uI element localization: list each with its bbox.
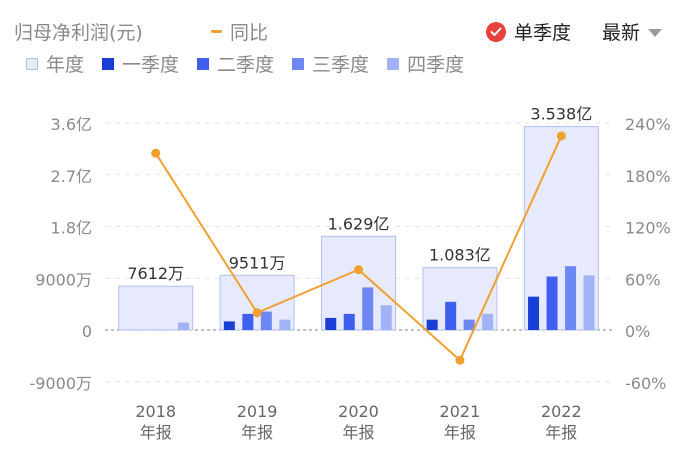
- annual-data-label: 1.083亿: [429, 246, 491, 265]
- quarter-bar-2: [546, 276, 558, 330]
- annual-data-label: 1.629亿: [328, 214, 390, 233]
- quarter-bar-4: [583, 275, 595, 330]
- quarter-bar-4: [380, 305, 392, 330]
- quarter-bar-2: [343, 313, 355, 330]
- legend-annual-label: 年度: [46, 54, 85, 76]
- quarter-bar-2: [445, 301, 457, 330]
- yoy-point: [151, 148, 161, 158]
- y-left-tick-label: 1.8亿: [51, 219, 92, 238]
- x-tick-label-type: 年报: [241, 423, 273, 442]
- annual-data-label: 9511万: [229, 253, 286, 272]
- yoy-legend-label: 同比: [230, 22, 269, 44]
- y-right-tick-label: -60%: [625, 374, 666, 393]
- latest-dropdown[interactable]: 最新: [602, 18, 663, 45]
- chevron-down-icon: [648, 28, 663, 37]
- quarter-bar-2: [242, 313, 254, 330]
- x-tick-label-type: 年报: [545, 423, 577, 442]
- quarter-bar-4: [177, 322, 189, 330]
- legend-item-q4[interactable]: 四季度: [387, 50, 464, 77]
- single-quarter-label: 单季度: [514, 22, 572, 44]
- q3-swatch-icon: [292, 57, 305, 70]
- x-tick-label-year: 2018: [135, 402, 176, 421]
- single-quarter-toggle[interactable]: 单季度: [486, 18, 571, 45]
- legend-q2-label: 二季度: [217, 54, 275, 76]
- annual-data-label: 3.538亿: [530, 105, 592, 124]
- q4-swatch-icon: [387, 57, 400, 70]
- y-right-tick-label: 240%: [625, 115, 671, 134]
- quarter-bar-1: [426, 319, 438, 330]
- yoy-line-icon: [211, 30, 222, 33]
- legend-item-q2[interactable]: 二季度: [197, 50, 274, 77]
- latest-label: 最新: [602, 22, 641, 44]
- check-icon: [486, 21, 506, 42]
- legend-q4-label: 四季度: [407, 54, 465, 76]
- y-right-tick-label: 60%: [625, 270, 661, 289]
- yoy-legend[interactable]: 同比: [211, 18, 268, 45]
- yoy-point: [252, 308, 262, 318]
- x-tick-label-year: 2022: [541, 402, 582, 421]
- annual-swatch-icon: [26, 57, 38, 70]
- quarter-bar-1: [325, 317, 337, 330]
- series-legend: 年度 一季度 二季度 三季度 四季度: [26, 50, 482, 77]
- x-tick-label-year: 2019: [237, 402, 278, 421]
- y-right-tick-label: 180%: [625, 167, 671, 186]
- legend-q3-label: 三季度: [312, 54, 370, 76]
- quarter-bar-1: [223, 321, 235, 330]
- quarter-bar-3: [260, 311, 272, 330]
- yoy-point: [455, 355, 465, 365]
- x-tick-label-type: 年报: [444, 423, 476, 442]
- quarter-bar-3: [362, 287, 374, 330]
- legend-q1-label: 一季度: [122, 54, 180, 76]
- annual-data-label: 7612万: [127, 264, 184, 283]
- q2-swatch-icon: [197, 57, 210, 70]
- y-left-tick-label: 9000万: [35, 270, 92, 289]
- x-tick-label-year: 2020: [338, 402, 379, 421]
- x-tick-label-type: 年报: [342, 423, 374, 442]
- y-left-tick-label: 0: [82, 322, 92, 341]
- q1-swatch-icon: [102, 57, 115, 70]
- metric-title: 归母净利润(元): [14, 22, 143, 44]
- quarter-bar-4: [279, 319, 291, 330]
- y-right-tick-label: 0%: [625, 322, 650, 341]
- x-tick-label-type: 年报: [140, 423, 172, 442]
- quarter-bar-4: [482, 313, 494, 330]
- y-left-tick-label: -9000万: [30, 374, 93, 393]
- y-left-tick-label: 3.6亿: [51, 115, 92, 134]
- yoy-point: [556, 131, 566, 141]
- legend-item-annual[interactable]: 年度: [26, 50, 84, 77]
- quarter-bar-3: [463, 319, 475, 330]
- y-left-tick-label: 2.7亿: [51, 167, 92, 186]
- legend-item-q3[interactable]: 三季度: [292, 50, 369, 77]
- yoy-point: [354, 265, 363, 275]
- x-tick-label-year: 2021: [440, 402, 481, 421]
- legend-item-q1[interactable]: 一季度: [102, 50, 179, 77]
- y-right-tick-label: 120%: [625, 219, 671, 238]
- quarter-bar-3: [565, 266, 577, 330]
- quarter-bar-1: [528, 296, 540, 330]
